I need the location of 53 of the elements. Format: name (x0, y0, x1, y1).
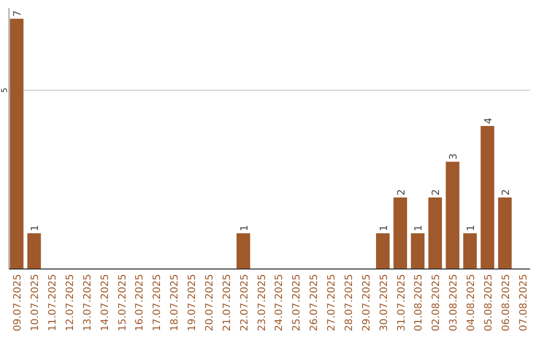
bar (480, 126, 494, 269)
bar (10, 18, 24, 269)
bar (446, 162, 460, 269)
x-tick-label: 10.07.2025 (30, 274, 42, 332)
x-tick-label: 04.08.2025 (466, 274, 478, 332)
x-tick-label: 18.07.2025 (170, 274, 181, 332)
x-tick-label: 02.08.2025 (431, 274, 442, 332)
x-tick-label: 01.08.2025 (414, 274, 425, 332)
bar (393, 197, 408, 269)
bar (236, 233, 250, 269)
data-label: 1 (239, 224, 250, 232)
bar (376, 233, 390, 269)
x-tick-label: 20.07.2025 (204, 274, 216, 332)
x-tick-label: 27.07.2025 (326, 274, 338, 332)
bar (428, 197, 442, 269)
data-label: 4 (483, 118, 494, 124)
x-tick-label: 06.08.2025 (500, 274, 512, 332)
bar (27, 233, 41, 269)
x-tick-label: 26.07.2025 (309, 274, 320, 332)
x-tick-label: 21.07.2025 (222, 274, 233, 332)
x-tick-label: 07.08.2025 (518, 274, 530, 332)
data-label: 1 (30, 224, 42, 232)
x-tick-label: 29.07.2025 (361, 274, 372, 332)
x-tick-label: 03.08.2025 (448, 274, 460, 332)
x-tick-label: 05.08.2025 (483, 274, 494, 332)
bar (463, 233, 477, 269)
x-tick-label: 30.07.2025 (378, 274, 390, 332)
x-tick-label: 22.07.2025 (239, 274, 250, 332)
x-tick-label: 25.07.2025 (292, 274, 303, 332)
data-label: 1 (378, 224, 390, 232)
data-label: 2 (500, 189, 512, 196)
data-label: 2 (431, 189, 442, 196)
x-tick-label: 15.07.2025 (117, 274, 128, 332)
x-tick-label: 17.07.2025 (152, 274, 164, 332)
x-tick-label: 28.07.2025 (344, 274, 355, 332)
x-tick-label: 23.07.2025 (256, 274, 268, 332)
x-tick-label: 12.07.2025 (64, 274, 76, 332)
x-tick-label: 31.07.2025 (396, 274, 408, 332)
data-label: 3 (448, 153, 460, 160)
data-label: 1 (466, 224, 478, 232)
y-tick-label: 5 (0, 88, 9, 93)
x-tick-label: 13.07.2025 (82, 274, 94, 332)
bar (410, 233, 425, 269)
bar (498, 197, 512, 269)
x-tick-label: 11.07.2025 (48, 274, 59, 332)
data-label: 1 (414, 224, 425, 232)
x-tick-label: 14.07.2025 (100, 274, 111, 332)
x-tick-label: 16.07.2025 (134, 274, 146, 332)
x-tick-label: 19.07.2025 (187, 274, 198, 332)
data-label: 7 (12, 10, 24, 17)
x-tick-label: 09.07.2025 (12, 274, 24, 332)
data-label: 2 (396, 189, 408, 196)
x-tick-label: 24.07.2025 (274, 274, 286, 332)
